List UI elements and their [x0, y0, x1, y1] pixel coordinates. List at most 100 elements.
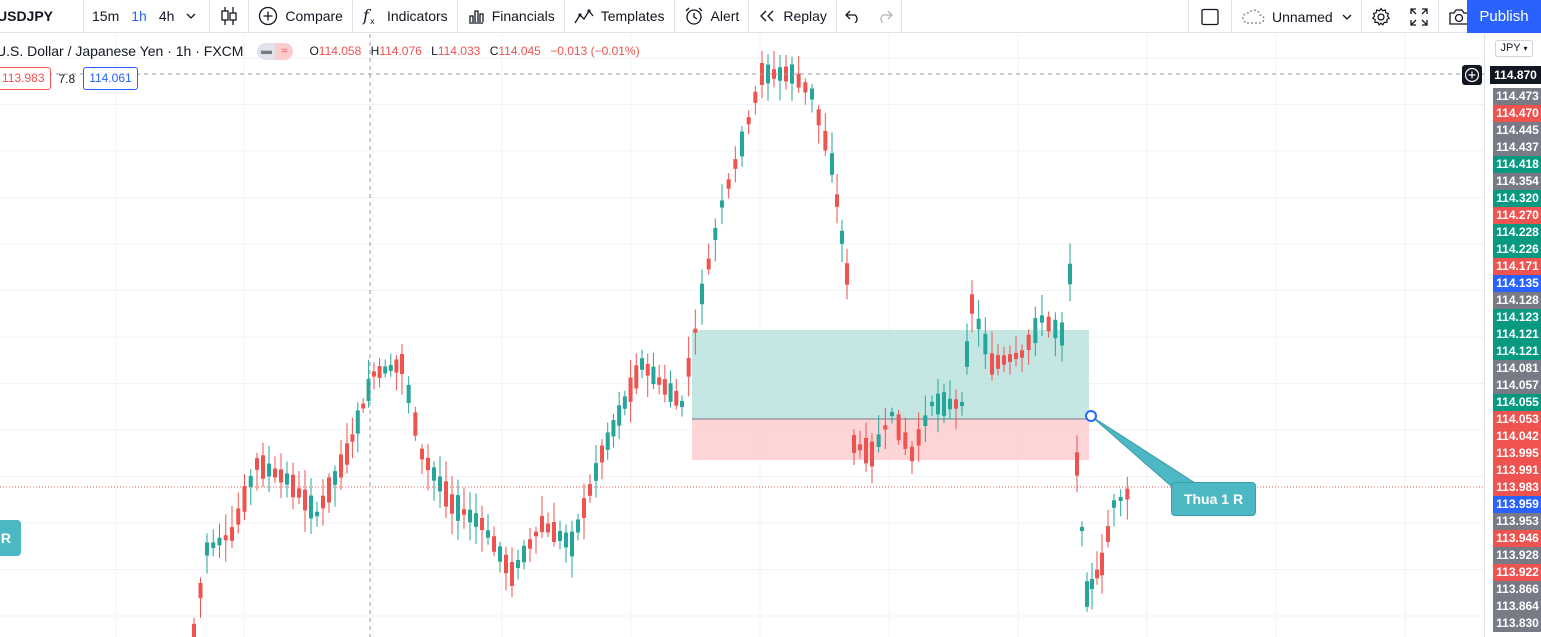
- add-alert-plus-button[interactable]: [1462, 65, 1482, 85]
- axis-price-label: 114.320: [1493, 190, 1541, 207]
- layout-name-label: Unnamed: [1272, 8, 1333, 25]
- price-axis[interactable]: JPY ▾ 114.473 114.470 114.445 114.437 114.41…: [1484, 34, 1541, 637]
- price-chart[interactable]: [0, 34, 1484, 637]
- axis-price-label: 113.959: [1493, 496, 1541, 513]
- interval-dropdown-button[interactable]: [180, 0, 209, 33]
- candle-body: [910, 446, 914, 462]
- toolbar-divider: [351, 0, 353, 33]
- compare-button[interactable]: Compare: [249, 0, 352, 33]
- candle-body: [720, 200, 724, 208]
- axis-price-label: 114.445: [1493, 122, 1541, 139]
- fullscreen-layout-button[interactable]: [1189, 0, 1231, 33]
- legend-toggle-pill[interactable]: ▬ ≈: [257, 42, 294, 60]
- candle-body: [733, 159, 738, 169]
- candle-body: [662, 379, 667, 395]
- change-value: −0.013 (−0.01%): [550, 44, 640, 58]
- low-label: L: [431, 44, 438, 58]
- replay-button[interactable]: Replay: [749, 0, 836, 33]
- undo-button[interactable]: [837, 0, 869, 33]
- settings-button[interactable]: [1362, 0, 1400, 33]
- interval-15m-button[interactable]: 15m: [92, 8, 120, 24]
- compare-label: Compare: [285, 8, 343, 24]
- axis-price-label: 114.354: [1493, 173, 1541, 190]
- candle-body: [1112, 500, 1116, 508]
- callout-label-left[interactable]: R: [0, 520, 21, 556]
- ohlc-values: O114.058 H114.076 L114.033 C114.045 −0.0…: [309, 44, 639, 58]
- alert-button[interactable]: Alert: [675, 0, 749, 33]
- templates-button[interactable]: Templates: [565, 0, 674, 33]
- interval-4h-button[interactable]: 4h: [158, 8, 175, 24]
- candle-body: [552, 521, 556, 543]
- candle-body: [456, 495, 460, 521]
- axis-price-label: 113.995: [1493, 445, 1541, 462]
- candle-body: [333, 471, 337, 485]
- toolbar-divider: [456, 0, 458, 33]
- toolbar-divider: [673, 0, 675, 33]
- candle-body: [255, 458, 259, 470]
- candle-body: [217, 537, 222, 546]
- candle-body: [1068, 263, 1072, 285]
- candle-body: [355, 410, 360, 434]
- candle-body: [1053, 319, 1058, 339]
- candle-body: [261, 455, 265, 479]
- candle-body: [1090, 578, 1094, 590]
- symbol-search-button[interactable]: USDJPY: [0, 8, 54, 24]
- close-value: 114.045: [498, 44, 541, 58]
- low-value: 114.033: [437, 44, 481, 58]
- candle-body: [1014, 352, 1018, 360]
- currency-select[interactable]: JPY ▾: [1495, 40, 1533, 57]
- candle-body: [426, 457, 430, 471]
- sell-price-button[interactable]: 113.983: [0, 67, 51, 90]
- candle-body: [996, 355, 1000, 369]
- alarm-clock-icon: [685, 7, 702, 25]
- candle-body: [976, 318, 981, 330]
- square-icon: [1201, 8, 1219, 25]
- axis-price-label: 113.866: [1493, 581, 1541, 598]
- candle-body: [923, 415, 928, 427]
- candle-body: [1075, 452, 1079, 476]
- candle-body: [558, 530, 562, 542]
- candle-body: [936, 393, 940, 415]
- candle-body: [377, 366, 382, 378]
- callout-label-thua-1r[interactable]: Thua 1 R: [1171, 482, 1256, 516]
- candle-body: [361, 403, 366, 409]
- fullscreen-button[interactable]: [1400, 0, 1438, 33]
- candle-body: [883, 425, 888, 430]
- publish-button[interactable]: Publish: [1467, 0, 1541, 33]
- candle-body: [903, 432, 908, 449]
- candle-body: [546, 523, 550, 533]
- chart-legend: U.S. Dollar / Japanese Yen · 1h · FXCM ▬…: [0, 41, 640, 61]
- axis-price-label: 114.128: [1493, 292, 1541, 309]
- axis-price-label: 114.171: [1493, 258, 1541, 275]
- high-label: H: [370, 44, 380, 58]
- candle-body: [394, 359, 399, 373]
- axis-price-label: 113.946: [1493, 530, 1541, 547]
- candle-body: [474, 513, 478, 527]
- chart-type-button[interactable]: [210, 0, 248, 33]
- interval-1h-button[interactable]: 1h: [131, 8, 147, 24]
- candle-body: [600, 445, 604, 463]
- toolbar-divider: [1188, 0, 1189, 33]
- candle-body: [480, 517, 484, 531]
- financials-button[interactable]: Financials: [458, 0, 564, 33]
- snapshot-button[interactable]: [1439, 0, 1479, 33]
- buy-price-button[interactable]: 114.061: [83, 67, 138, 90]
- candle-body: [960, 401, 964, 407]
- candle-body: [198, 582, 203, 599]
- toolbar-divider: [748, 0, 750, 33]
- candle-body: [896, 414, 901, 441]
- toolbar-divider: [1360, 0, 1362, 33]
- candle-body: [345, 443, 349, 465]
- toolbar-divider: [900, 0, 902, 33]
- candle-body: [796, 73, 801, 88]
- candle-body: [840, 230, 844, 244]
- redo-button[interactable]: [869, 0, 901, 33]
- axis-price-label: 113.983: [1493, 479, 1541, 496]
- candle-body: [823, 130, 828, 151]
- position-tool[interactable]: [692, 330, 1089, 460]
- rewind-icon: [760, 10, 774, 22]
- candle-body: [858, 444, 862, 451]
- layout-name-button[interactable]: Unnamed: [1232, 0, 1361, 33]
